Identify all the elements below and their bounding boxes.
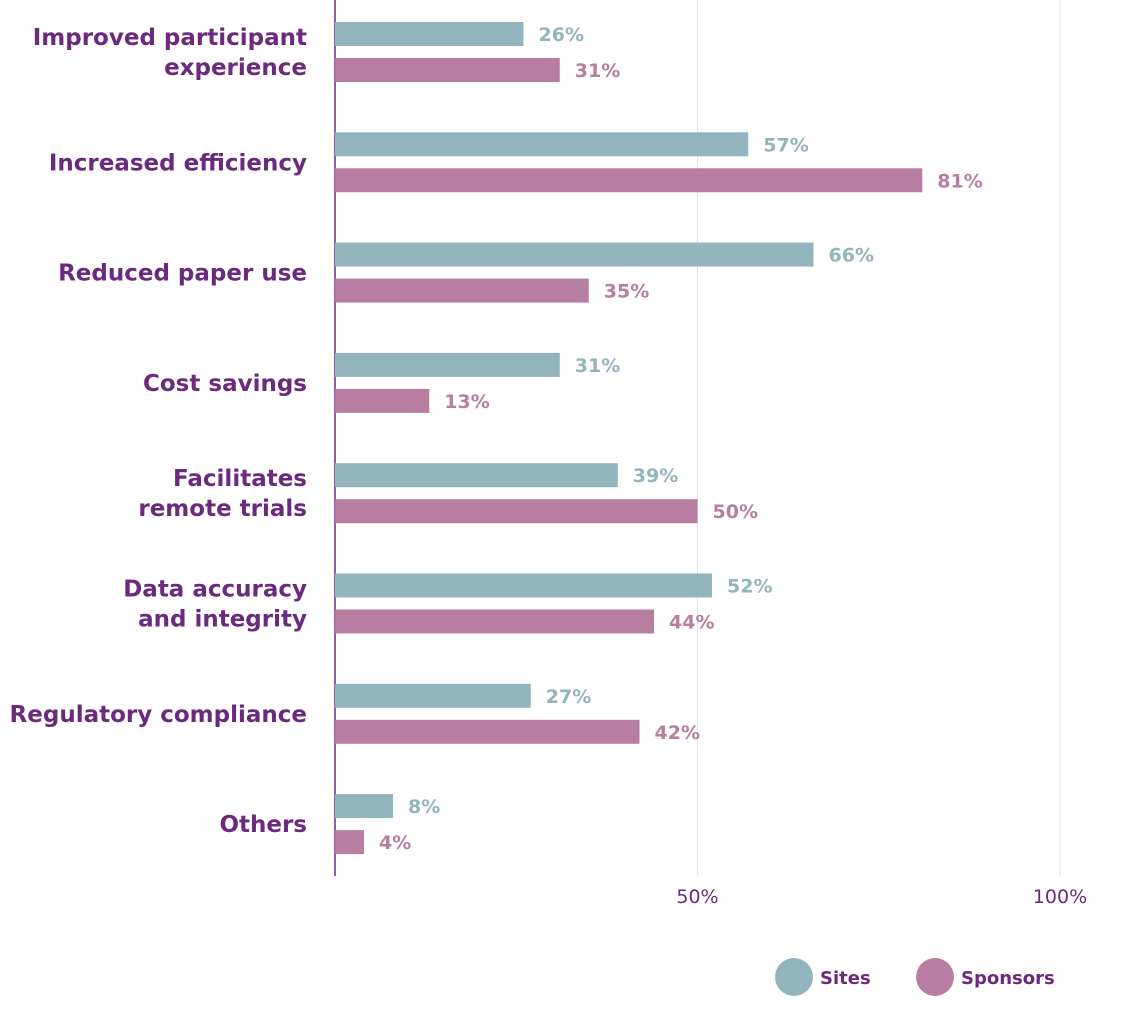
category-label-line: Increased efficiency [49, 150, 307, 176]
bar-sites-0 [335, 22, 524, 46]
category-label-5: Data accuracy and integrity [123, 577, 307, 633]
x-axis-ticks: 50% 100% [676, 886, 1087, 908]
value-label-sponsors-2: 35% [604, 281, 649, 303]
value-label-sites-6: 27% [546, 686, 591, 708]
category-label-6: Regulatory compliance [10, 702, 307, 728]
value-label-sites-7: 8% [408, 796, 440, 818]
category-label-line: Reduced paper use [58, 261, 307, 287]
legend-label-sites: Sites [820, 968, 871, 989]
bars: 26% 31% 57% 81% 66% 35% 31% 13% 39% 50% 52% 44% 27% 4… [335, 22, 983, 855]
category-label-3: Cost savings [143, 371, 307, 397]
category-label-line: remote trials [138, 496, 307, 522]
bar-sponsors-7 [335, 830, 364, 855]
bar-sponsors-4 [335, 499, 698, 524]
category-label-7: Others [219, 812, 307, 838]
bar-sponsors-0 [335, 58, 560, 82]
value-label-sponsors-6: 42% [655, 722, 700, 744]
category-label-line: experience [164, 55, 307, 81]
bar-sites-5 [335, 573, 712, 598]
category-label-line: Data accuracy [123, 577, 307, 603]
bar-sites-1 [335, 132, 749, 157]
value-label-sites-3: 31% [575, 355, 620, 377]
value-label-sponsors-4: 50% [713, 501, 758, 523]
bar-sites-2 [335, 242, 814, 267]
legend-label-sponsors: Sponsors [961, 968, 1055, 989]
tick-label-100: 100% [1033, 886, 1087, 908]
category-labels: Improved participant experience Increased … [10, 25, 307, 838]
value-label-sponsors-7: 4% [379, 832, 411, 854]
bar-sponsors-5 [335, 609, 654, 634]
bar-sites-4 [335, 463, 618, 488]
bar-sites-3 [335, 352, 560, 377]
category-label-1: Increased efficiency [49, 150, 307, 176]
category-label-line: Improved participant [33, 25, 307, 51]
category-label-line: Regulatory compliance [10, 702, 307, 728]
value-label-sites-0: 26% [539, 24, 584, 46]
value-label-sponsors-3: 13% [444, 391, 489, 413]
value-label-sites-4: 39% [633, 465, 678, 487]
legend-swatch-sites [775, 958, 813, 996]
category-label-0: Improved participant experience [33, 25, 307, 81]
category-label-line: Others [219, 812, 307, 838]
legend: Sites Sponsors [775, 958, 1055, 996]
legend-swatch-sponsors [916, 958, 954, 996]
bar-sites-7 [335, 794, 393, 819]
value-label-sites-1: 57% [763, 134, 808, 156]
value-label-sponsors-0: 31% [575, 60, 620, 82]
category-label-line: Facilitates [173, 466, 307, 492]
category-label-line: Cost savings [143, 371, 307, 397]
gridlines [334, 0, 1061, 876]
bar-sponsors-1 [335, 168, 923, 193]
value-label-sites-2: 66% [829, 245, 874, 267]
bar-sponsors-3 [335, 388, 430, 413]
category-label-line: and integrity [138, 607, 307, 633]
value-label-sites-5: 52% [727, 576, 772, 598]
bar-sponsors-2 [335, 278, 589, 303]
value-label-sponsors-5: 44% [669, 612, 714, 634]
category-label-4: Facilitates remote trials [138, 466, 307, 522]
category-label-2: Reduced paper use [58, 261, 307, 287]
bar-sponsors-6 [335, 719, 640, 744]
value-label-sponsors-1: 81% [937, 170, 982, 192]
bar-sites-6 [335, 683, 531, 708]
tick-label-50: 50% [676, 886, 718, 908]
